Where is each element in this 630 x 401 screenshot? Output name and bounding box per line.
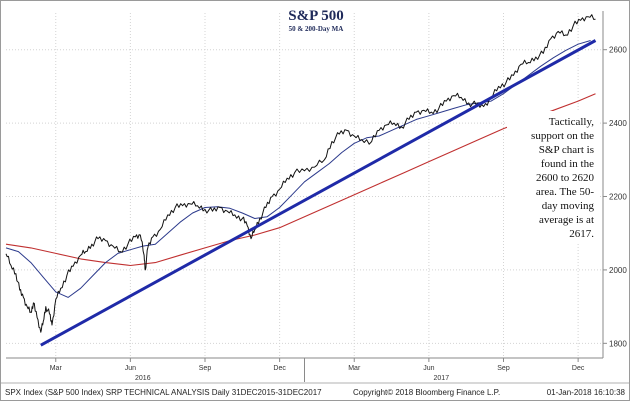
- footer-right: 01-Jan-2018 16:10:38: [547, 388, 626, 397]
- plot-area: [6, 25, 603, 358]
- chart-title: S&P 500: [288, 8, 343, 24]
- y-tick-label: 1800: [609, 339, 627, 348]
- year-label: 2017: [434, 375, 450, 382]
- annotation-box: [507, 111, 599, 243]
- annotation-text: Tactically, support on the S&P chart is fou…: [507, 111, 599, 243]
- annotation-line: S&P chart is: [539, 144, 594, 156]
- x-tick-label: Dec: [572, 365, 585, 372]
- x-tick-label: Jun: [423, 365, 434, 372]
- x-tick-label: Jun: [125, 365, 136, 372]
- footer-center: Copyright© 2018 Bloomberg Finance L.P.: [353, 388, 500, 397]
- series-ma50: [5, 40, 591, 298]
- y-tick-labels: 1800 2000 2200 2400 2600: [609, 46, 627, 349]
- annotation-line: average is at: [539, 214, 594, 226]
- annotation-line: area. The 50-: [536, 186, 594, 198]
- grid-layer: [6, 13, 607, 362]
- annotation-line: Tactically,: [549, 116, 594, 128]
- annotation-line: day moving: [542, 200, 595, 212]
- x-tick-label: Mar: [50, 365, 63, 372]
- x-tick-label: Sep: [497, 365, 510, 372]
- x-tick-label: Dec: [273, 365, 286, 372]
- series-layer: [5, 14, 597, 347]
- annotation-line: 2600 to 2620: [536, 172, 595, 184]
- y-tick-label: 2400: [609, 119, 627, 128]
- series-price: [5, 14, 596, 333]
- chart-subtitle: 50 & 200-Day MA: [289, 25, 344, 33]
- y-tick-label: 2000: [609, 266, 627, 275]
- year-label: 2016: [135, 375, 151, 382]
- x-tick-label: Sep: [199, 365, 212, 372]
- annotation-line: 2617.: [569, 228, 594, 240]
- x-tick-labels: Mar Jun Sep Dec Mar Jun Sep Dec 2016 2017: [50, 358, 585, 382]
- annotation-line: support on the: [531, 130, 594, 142]
- series-trendline: [40, 39, 597, 347]
- x-tick-label: Mar: [348, 365, 361, 372]
- annotation-line: found in the: [541, 158, 594, 170]
- y-tick-label: 2200: [609, 193, 627, 202]
- y-tick-label: 2600: [609, 46, 627, 55]
- footer-left: SPX Index (S&P 500 Index) SRP TECHNICAL …: [5, 388, 322, 397]
